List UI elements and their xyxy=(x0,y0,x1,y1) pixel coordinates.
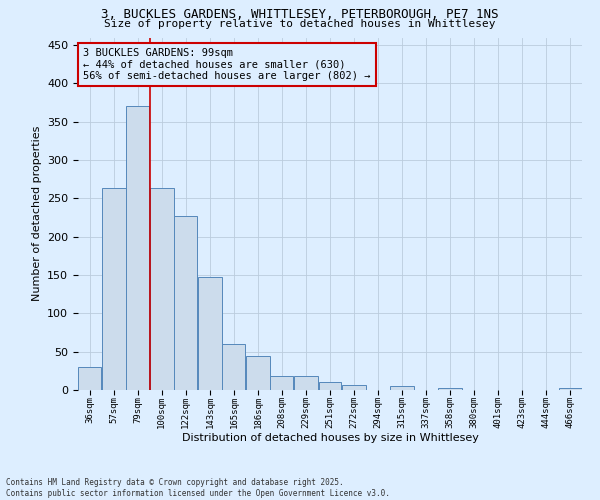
Bar xyxy=(271,376,293,390)
Bar xyxy=(319,382,341,390)
Bar xyxy=(342,384,366,390)
Bar xyxy=(102,188,126,390)
Bar xyxy=(223,344,245,390)
Bar xyxy=(438,388,462,390)
Bar xyxy=(78,367,101,390)
Bar xyxy=(390,386,414,390)
Text: Size of property relative to detached houses in Whittlesey: Size of property relative to detached ho… xyxy=(104,19,496,29)
Text: 3, BUCKLES GARDENS, WHITTLESEY, PETERBOROUGH, PE7 1NS: 3, BUCKLES GARDENS, WHITTLESEY, PETERBOR… xyxy=(101,8,499,20)
Text: Contains HM Land Registry data © Crown copyright and database right 2025.
Contai: Contains HM Land Registry data © Crown c… xyxy=(6,478,390,498)
Bar xyxy=(175,216,197,390)
Text: 3 BUCKLES GARDENS: 99sqm
← 44% of detached houses are smaller (630)
56% of semi-: 3 BUCKLES GARDENS: 99sqm ← 44% of detach… xyxy=(83,48,371,82)
Y-axis label: Number of detached properties: Number of detached properties xyxy=(32,126,41,302)
Bar xyxy=(246,356,270,390)
Bar xyxy=(559,388,582,390)
Bar xyxy=(126,106,149,390)
Bar xyxy=(150,188,174,390)
Bar xyxy=(198,276,222,390)
X-axis label: Distribution of detached houses by size in Whittlesey: Distribution of detached houses by size … xyxy=(182,432,478,442)
Bar xyxy=(294,376,318,390)
